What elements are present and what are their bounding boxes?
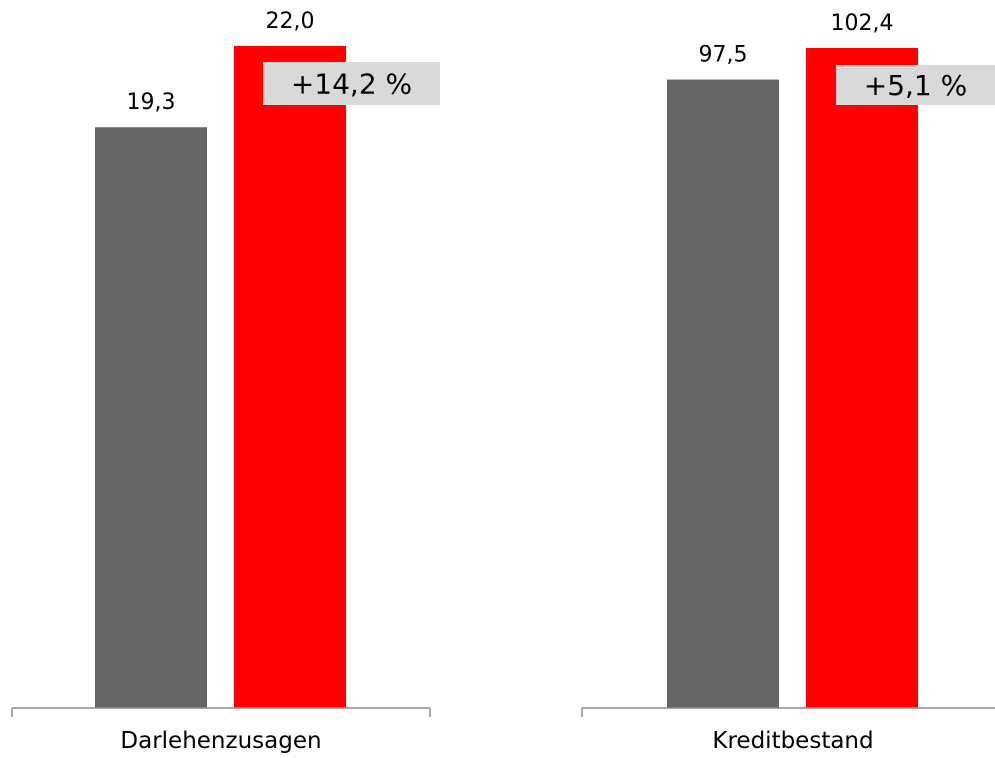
value-label: 22,0 [266,9,315,34]
bar-prior [667,79,779,708]
value-label: 97,5 [699,43,748,68]
change-label: +14,2 % [291,68,412,101]
change-label: +5,1 % [864,69,968,102]
bar-current [234,46,346,708]
category-label: Kreditbestand [712,728,873,754]
change-badge [836,65,995,105]
category-label: Darlehenzusagen [120,728,321,754]
change-badge [263,62,440,105]
value-label: 19,3 [127,90,176,115]
value-label: 102,4 [831,11,894,36]
bar-current [806,48,918,708]
bar-prior [95,127,207,708]
